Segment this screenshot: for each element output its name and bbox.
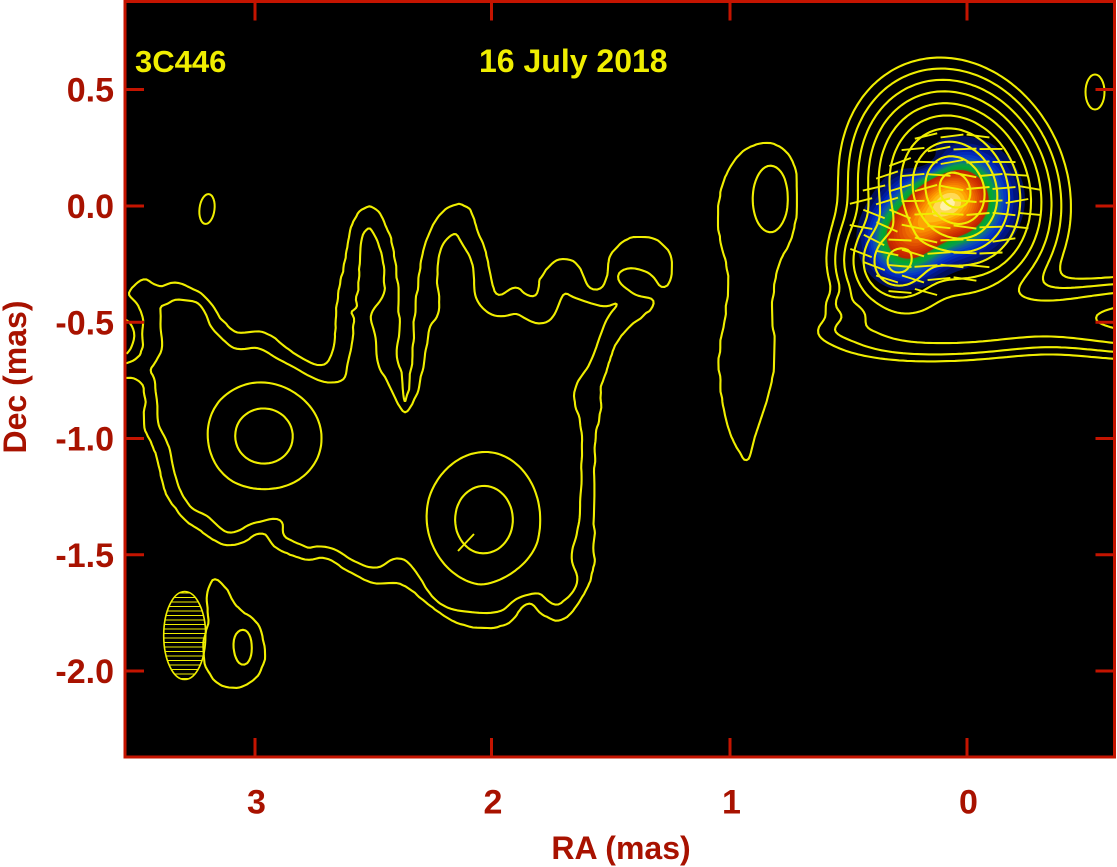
svg-text:-0.5: -0.5 <box>55 304 114 342</box>
svg-text:0.5: 0.5 <box>67 72 114 110</box>
svg-text:2: 2 <box>484 784 503 822</box>
svg-text:1: 1 <box>722 784 741 822</box>
svg-text:-2.0: -2.0 <box>55 653 114 691</box>
svg-text:RA (mas): RA (mas) <box>551 830 690 866</box>
svg-text:3: 3 <box>247 784 266 822</box>
svg-text:3C446: 3C446 <box>135 44 226 79</box>
svg-text:0.0: 0.0 <box>67 188 114 226</box>
svg-text:-1.5: -1.5 <box>55 537 114 575</box>
svg-text:16 July 2018: 16 July 2018 <box>479 43 668 79</box>
svg-text:-1.0: -1.0 <box>55 421 114 459</box>
svg-text:Dec (mas): Dec (mas) <box>0 301 33 454</box>
svg-text:0: 0 <box>959 784 978 822</box>
